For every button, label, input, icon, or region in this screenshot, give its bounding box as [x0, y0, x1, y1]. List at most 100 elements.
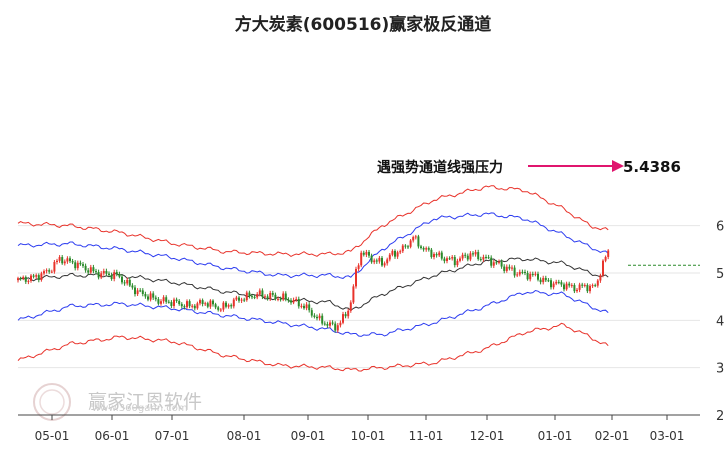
- candle-body: [110, 275, 113, 279]
- candle-body: [529, 273, 532, 280]
- candle-body: [269, 292, 272, 299]
- candle-body: [313, 315, 316, 317]
- candle-body: [24, 276, 27, 282]
- candle-body: [191, 305, 194, 307]
- y-axis-ticks: 6 5 4 3 2: [716, 220, 724, 424]
- candle-body: [438, 252, 441, 256]
- candle-body: [381, 257, 383, 266]
- candle-body: [245, 292, 248, 301]
- candle-body: [505, 266, 508, 271]
- candle-body: [604, 256, 607, 261]
- candle-body: [344, 314, 347, 317]
- candle-body: [108, 273, 110, 276]
- candle-body: [516, 274, 519, 276]
- candle-body: [134, 287, 136, 295]
- candle-body: [607, 250, 610, 257]
- candle-body: [511, 267, 513, 269]
- candle-body: [19, 278, 22, 280]
- candle-body: [128, 279, 131, 286]
- candle-body: [27, 280, 30, 282]
- candle-body: [256, 294, 259, 298]
- candle-body: [264, 296, 266, 298]
- candle-body: [92, 267, 95, 272]
- candle-body: [568, 283, 571, 286]
- candle-body: [87, 270, 90, 273]
- candle-body: [162, 297, 165, 302]
- candle-body: [74, 262, 77, 269]
- candle-body: [474, 252, 477, 255]
- candlesticks: [17, 234, 610, 333]
- candle-body: [394, 250, 396, 257]
- candle-body: [596, 280, 599, 286]
- candle-body: [82, 264, 84, 266]
- candle-body: [440, 252, 443, 259]
- candle-body: [214, 304, 217, 308]
- x-tick-label-09-01: 09-01: [291, 429, 326, 443]
- candle-body: [492, 262, 495, 266]
- candle-body: [160, 301, 162, 304]
- candle-body: [578, 284, 581, 290]
- candle-body: [563, 284, 565, 290]
- candle-body: [258, 290, 261, 295]
- candle-body: [227, 305, 230, 307]
- candle-body: [586, 284, 589, 292]
- candle-body: [69, 258, 71, 262]
- candle-body: [531, 273, 534, 275]
- candle-body: [290, 300, 292, 303]
- chart-title: 方大炭素(600516)赢家极反通道: [235, 14, 492, 35]
- candle-body: [32, 275, 35, 277]
- candle-body: [35, 275, 38, 277]
- candle-body: [599, 275, 602, 281]
- candle-body: [336, 325, 339, 331]
- candle-body: [495, 262, 498, 264]
- y-tick-label-3: 3: [716, 362, 724, 377]
- candle-body: [459, 258, 461, 261]
- candle-body: [477, 252, 480, 260]
- outer-lower-band: [17, 322, 609, 372]
- candle-body: [518, 271, 521, 275]
- candle-body: [193, 305, 196, 309]
- candle-body: [277, 298, 279, 300]
- candle-body: [243, 299, 246, 301]
- candle-body: [469, 253, 472, 260]
- candle-body: [50, 271, 53, 273]
- x-tick-label-07-01: 07-01: [155, 429, 190, 443]
- candle-body: [349, 302, 352, 311]
- annotation: 遇强势通道线强压力 5.4386: [377, 158, 681, 176]
- candle-body: [565, 283, 568, 290]
- candle-body: [544, 277, 547, 281]
- candle-body: [524, 271, 526, 274]
- y-tick-label-5: 5: [716, 267, 724, 282]
- candle-body: [232, 299, 235, 307]
- candle-body: [383, 263, 386, 266]
- candle-body: [503, 266, 506, 271]
- candle-body: [539, 279, 542, 283]
- candle-body: [453, 257, 456, 266]
- candle-body: [388, 254, 391, 260]
- candle-body: [230, 305, 233, 307]
- inner-upper-band: [17, 212, 609, 279]
- candle-body: [201, 300, 204, 305]
- candle-body: [396, 252, 399, 257]
- candle-body: [542, 277, 545, 283]
- candle-body: [71, 261, 74, 263]
- candle-body: [323, 323, 326, 325]
- x-tick-label-10-01: 10-01: [351, 429, 386, 443]
- candle-body: [534, 273, 537, 275]
- candle-body: [461, 254, 464, 259]
- candle-body: [199, 300, 201, 304]
- candle-body: [316, 316, 318, 319]
- candle-body: [48, 270, 51, 272]
- candle-body: [500, 261, 503, 267]
- annotation-text: 遇强势通道线强压力: [377, 159, 503, 176]
- candle-body: [222, 302, 225, 310]
- candle-body: [472, 253, 474, 255]
- x-tick-label-03-01: 03-01: [650, 429, 685, 443]
- candle-body: [43, 271, 45, 274]
- candle-body: [407, 246, 409, 248]
- candle-body: [362, 252, 365, 255]
- candle-body: [391, 250, 394, 255]
- candle-body: [217, 307, 220, 310]
- candle-body: [219, 309, 222, 311]
- candle-body: [482, 256, 485, 260]
